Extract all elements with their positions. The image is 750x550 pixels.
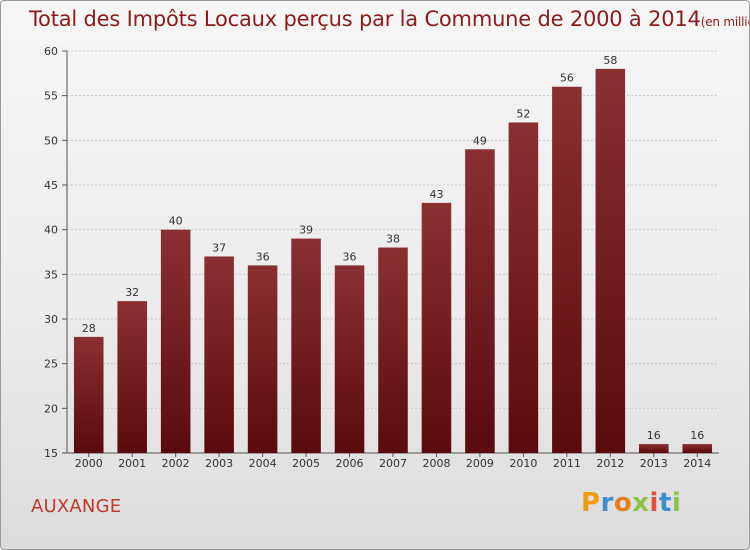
y-tick-label-40: 40 — [44, 224, 58, 237]
proxiti-logo: Proxiti — [581, 488, 681, 518]
data-label-2010: 52 — [516, 107, 530, 120]
y-tick-label-30: 30 — [44, 313, 58, 326]
bar-2000 — [73, 336, 104, 453]
commune-name: AUXANGE — [31, 496, 122, 517]
x-tick-label-2013: 2013 — [640, 457, 668, 470]
data-label-2009: 49 — [473, 134, 487, 147]
axes: 15 20 25 30 35 40 45 50 55 60 2000 2001 2002 2003 2004… — [44, 45, 719, 470]
data-label-2004: 36 — [256, 250, 270, 263]
logo-letter: i — [671, 488, 682, 518]
data-label-2000: 28 — [82, 322, 96, 335]
x-tick-label-2008: 2008 — [422, 457, 450, 470]
x-tick-label-2000: 2000 — [75, 457, 103, 470]
bar-2003 — [204, 256, 234, 453]
bar-2001 — [117, 301, 147, 453]
bar-2007 — [378, 247, 408, 453]
x-tick-label-2006: 2006 — [336, 457, 364, 470]
logo-letter: x — [632, 488, 650, 518]
chart-title: Total des Impôts Locaux perçus par la Co… — [29, 7, 749, 31]
x-tick-label-2004: 2004 — [249, 457, 277, 470]
bar-2009 — [465, 149, 495, 453]
bar-2014 — [682, 444, 713, 453]
data-label-2008: 43 — [429, 188, 443, 201]
x-tick-label-2010: 2010 — [509, 457, 537, 470]
data-label-2007: 38 — [386, 233, 400, 246]
bar-2011 — [552, 86, 582, 453]
data-label-2006: 36 — [343, 250, 357, 263]
data-label-2012: 58 — [603, 54, 617, 67]
bar-2013 — [639, 444, 669, 453]
title-unit: (en milliers d'€) — [700, 15, 749, 29]
data-label-2001: 32 — [125, 286, 139, 299]
y-tick-label-15: 15 — [44, 447, 58, 460]
x-tick-label-2001: 2001 — [118, 457, 146, 470]
logo-letter: t — [658, 488, 672, 518]
data-label-2002: 40 — [169, 215, 183, 228]
bar-2002 — [160, 229, 191, 453]
x-tick-label-2005: 2005 — [292, 457, 320, 470]
data-label-2013: 16 — [647, 429, 661, 442]
data-label-2011: 56 — [560, 72, 574, 85]
bar-2004 — [247, 265, 278, 453]
x-tick-label-2014: 2014 — [683, 457, 711, 470]
y-tick-label-60: 60 — [44, 45, 58, 58]
bars — [73, 68, 713, 453]
x-tick-label-2011: 2011 — [553, 457, 581, 470]
y-tick-label-20: 20 — [44, 402, 58, 415]
y-tick-label-55: 55 — [44, 90, 58, 103]
data-label-2003: 37 — [212, 241, 226, 254]
y-tick-label-45: 45 — [44, 179, 58, 192]
bar-2010 — [508, 122, 539, 453]
bar-2005 — [291, 238, 321, 453]
x-tick-label-2012: 2012 — [596, 457, 624, 470]
logo-letter: o — [613, 488, 633, 518]
data-label-2005: 39 — [299, 224, 313, 237]
y-tick-label-50: 50 — [44, 134, 58, 147]
x-tick-label-2007: 2007 — [379, 457, 407, 470]
title-text: Total des Impôts Locaux perçus par la Co… — [29, 7, 701, 31]
data-labels: 28 32 40 37 36 39 36 38 43 49 52 56 58 16 16 — [82, 54, 705, 442]
bar-2008 — [421, 202, 452, 453]
logo-letter: r — [600, 488, 614, 518]
x-tick-label-2002: 2002 — [162, 457, 190, 470]
bar-2012 — [595, 68, 626, 453]
logo-letter: P — [581, 488, 601, 518]
data-label-2014: 16 — [690, 429, 704, 442]
bar-2006 — [334, 265, 365, 453]
y-tick-label-25: 25 — [44, 358, 58, 371]
logo-letter: i — [649, 488, 659, 518]
x-tick-label-2009: 2009 — [466, 457, 494, 470]
x-tick-label-2003: 2003 — [205, 457, 233, 470]
y-tick-label-35: 35 — [44, 268, 58, 281]
